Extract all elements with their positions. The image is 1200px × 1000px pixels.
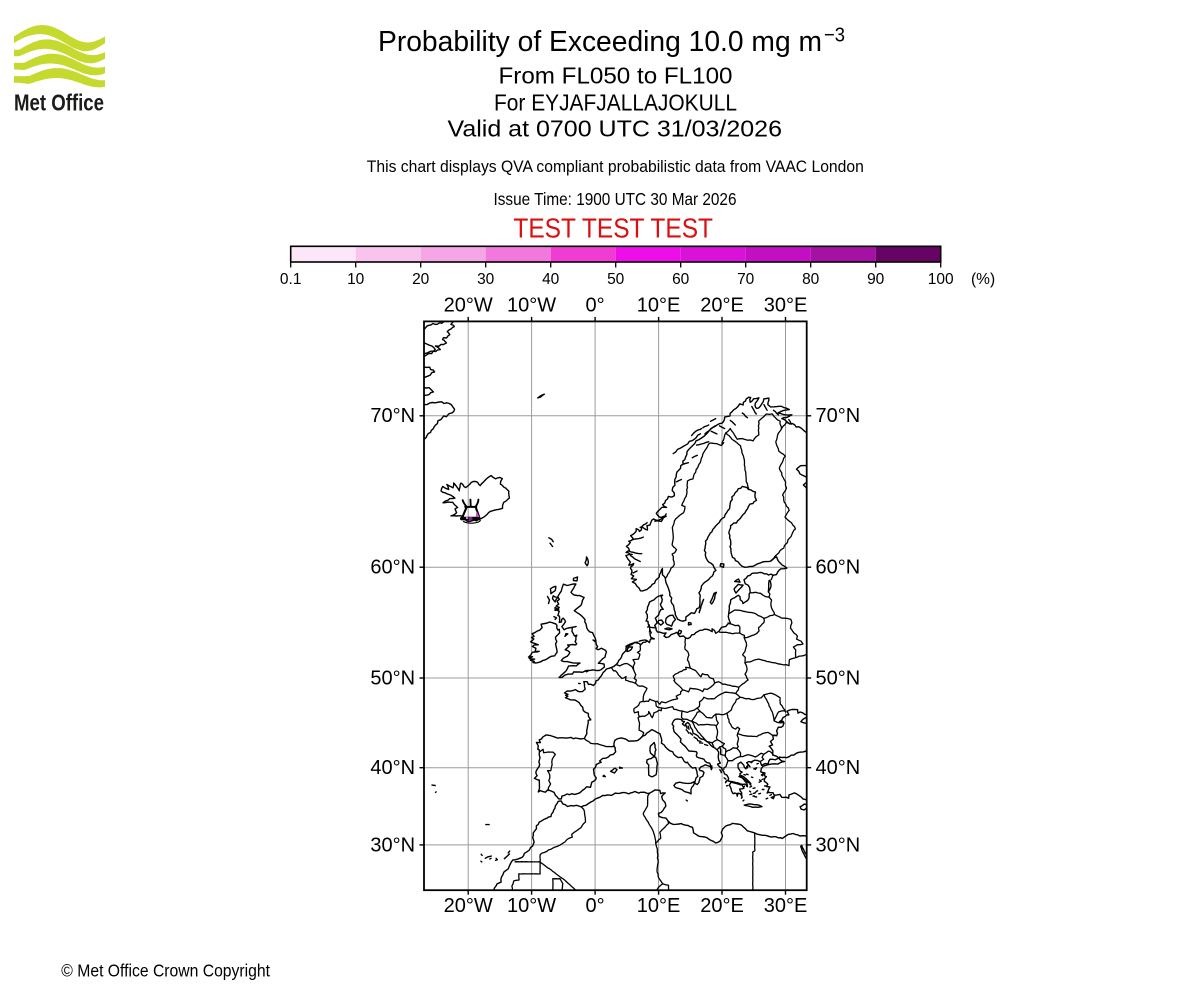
svg-text:Met Office: Met Office <box>14 90 104 116</box>
svg-text:10°E: 10°E <box>637 294 681 316</box>
svg-text:20°E: 20°E <box>700 294 744 316</box>
svg-text:Probability of Exceeding 10.0: Probability of Exceeding 10.0 mg m <box>378 26 822 58</box>
svg-text:10°W: 10°W <box>507 895 556 917</box>
svg-text:This chart displays QVA compli: This chart displays QVA compliant probab… <box>367 157 864 176</box>
svg-text:10°W: 10°W <box>507 294 556 316</box>
svg-text:For EYJAFJALLAJOKULL: For EYJAFJALLAJOKULL <box>494 89 737 115</box>
svg-text:30°N: 30°N <box>816 834 861 856</box>
svg-text:0.1: 0.1 <box>280 271 302 288</box>
svg-text:0°: 0° <box>586 895 605 917</box>
svg-text:−3: −3 <box>824 24 845 47</box>
svg-text:70°N: 70°N <box>370 405 415 427</box>
svg-text:30°N: 30°N <box>370 834 415 856</box>
svg-text:20°W: 20°W <box>444 294 493 316</box>
svg-text:20°E: 20°E <box>700 895 744 917</box>
svg-text:TEST TEST TEST: TEST TEST TEST <box>513 213 713 244</box>
svg-text:70°N: 70°N <box>816 405 861 427</box>
svg-text:20: 20 <box>412 271 430 288</box>
svg-text:80: 80 <box>802 271 820 288</box>
svg-text:Valid at 0700 UTC 31/03/2026: Valid at 0700 UTC 31/03/2026 <box>448 116 783 142</box>
svg-text:50: 50 <box>607 271 625 288</box>
svg-text:30: 30 <box>477 271 495 288</box>
svg-text:60: 60 <box>672 271 690 288</box>
svg-text:70: 70 <box>737 271 755 288</box>
svg-text:40°N: 40°N <box>370 757 415 779</box>
svg-text:50°N: 50°N <box>816 667 861 689</box>
svg-text:10°E: 10°E <box>637 895 681 917</box>
svg-text:10: 10 <box>347 271 365 288</box>
svg-text:60°N: 60°N <box>816 557 861 579</box>
svg-text:60°N: 60°N <box>370 557 415 579</box>
svg-text:100: 100 <box>928 271 954 288</box>
svg-text:Issue Time: 1900 UTC 30 Mar 20: Issue Time: 1900 UTC 30 Mar 2026 <box>494 189 737 209</box>
svg-text:40: 40 <box>542 271 560 288</box>
svg-text:© Met Office Crown Copyright: © Met Office Crown Copyright <box>61 960 270 980</box>
svg-text:From FL050 to FL100: From FL050 to FL100 <box>499 62 733 88</box>
svg-text:30°E: 30°E <box>764 294 808 316</box>
svg-text:0°: 0° <box>586 294 605 316</box>
svg-text:40°N: 40°N <box>816 757 861 779</box>
svg-text:90: 90 <box>867 271 885 288</box>
svg-text:30°E: 30°E <box>764 895 808 917</box>
svg-text:20°W: 20°W <box>444 895 493 917</box>
svg-text:(%): (%) <box>971 271 995 288</box>
svg-text:50°N: 50°N <box>370 667 415 689</box>
